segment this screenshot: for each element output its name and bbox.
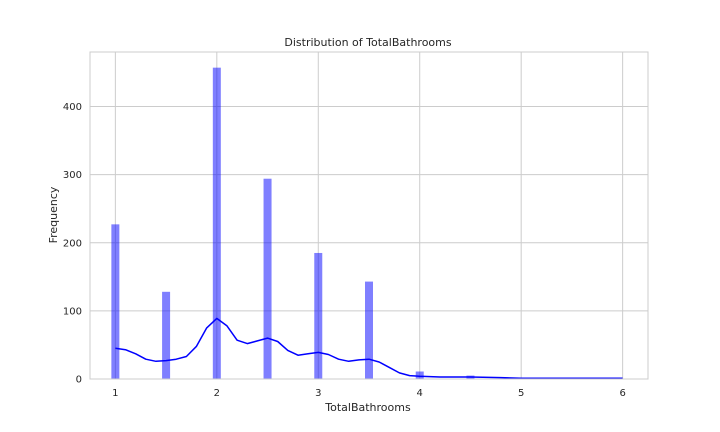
plot-frame [89,51,649,380]
histogram-bar [365,281,373,379]
y-tick-label: 0 [76,375,82,386]
x-tick-labels: 1 2 3 4 5 6 [112,388,626,399]
chart-title: Distribution of TotalBathrooms [284,36,451,49]
histogram-bar [212,67,221,379]
x-tick-label: 1 [112,388,118,399]
y-tick-label: 400 [63,102,82,113]
histogram-bar [111,224,120,379]
x-tick-label: 6 [619,388,625,399]
y-tick-labels: 0 100 200 300 400 [63,102,82,386]
histogram-bar [415,371,424,379]
x-axis-label: TotalBathrooms [324,401,411,414]
histogram-bar [263,178,272,379]
x-tick-label: 4 [417,388,423,399]
x-tick-label: 2 [214,388,220,399]
histogram-bar [162,291,171,379]
y-axis-label: Frequency [47,186,60,243]
y-tick-label: 300 [63,170,82,181]
y-tick-label: 200 [63,238,82,249]
kde-curve [115,317,623,380]
histogram-bar [314,252,323,379]
y-tick-label: 100 [63,306,82,317]
x-tick-label: 5 [518,388,524,399]
kde-curve-group [115,317,623,380]
x-tick-label: 3 [315,388,321,399]
